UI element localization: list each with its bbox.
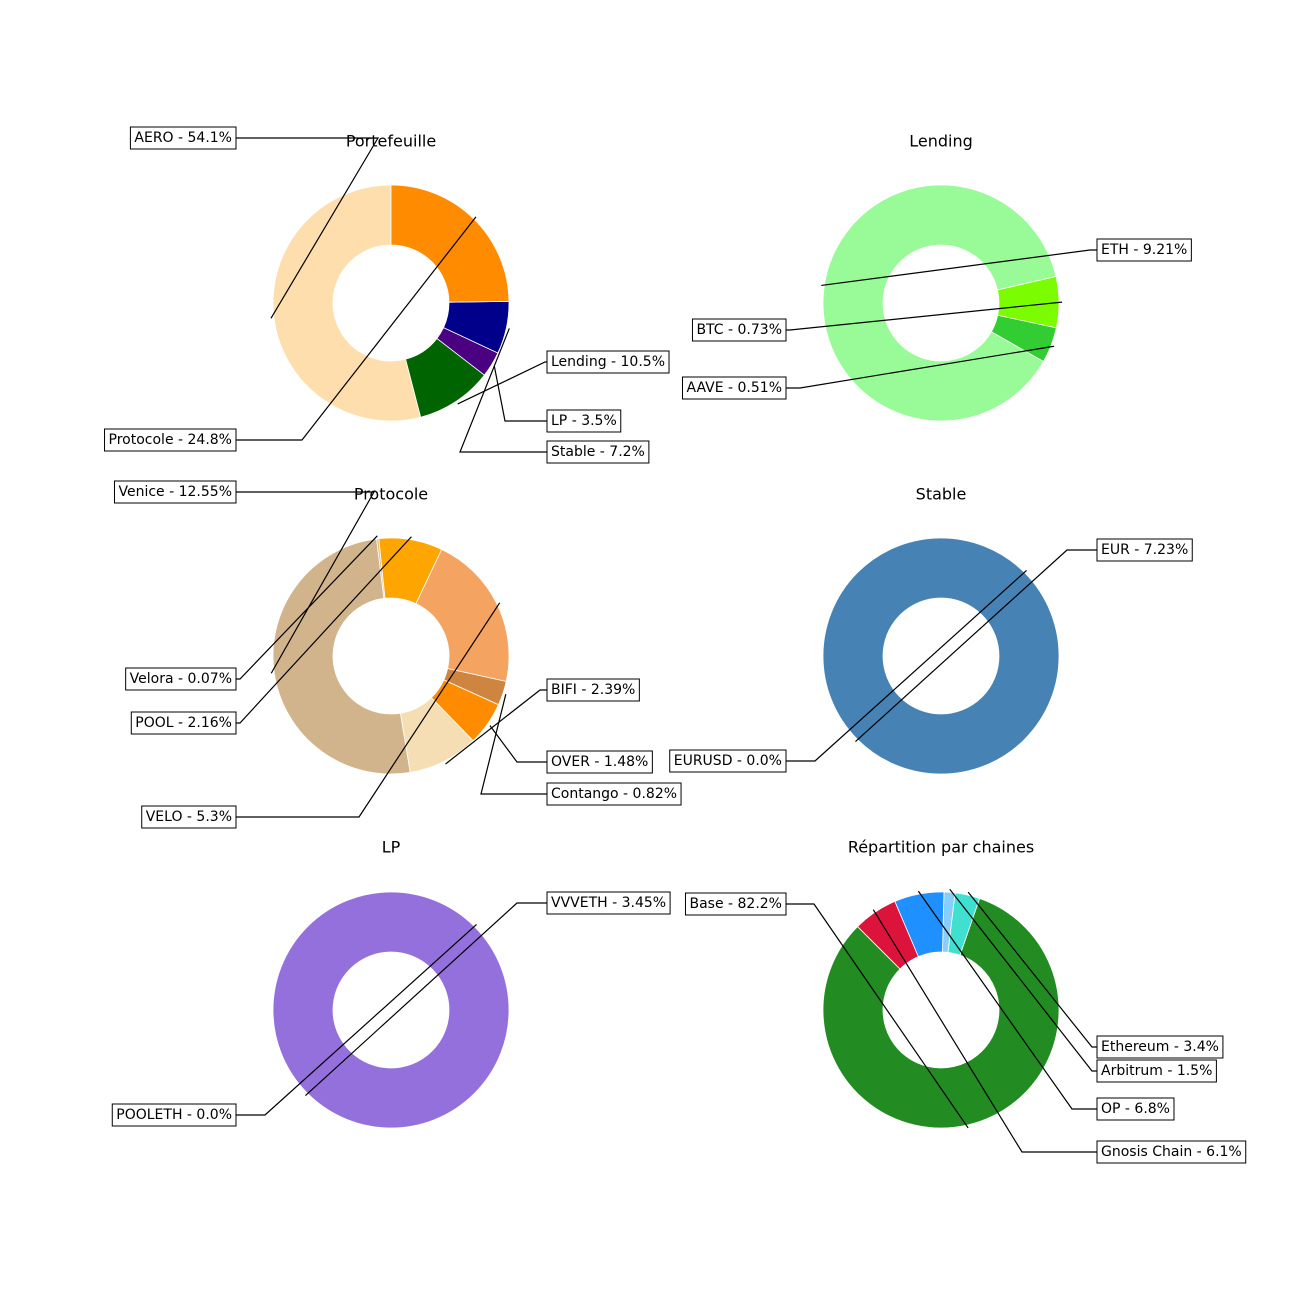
label-box	[111, 1103, 237, 1127]
slice-label-bifi-2-39: BIFI - 2.39%	[551, 682, 635, 698]
slice-label-velo-5-3: VELO - 5.3%	[146, 809, 232, 825]
leader-line-bifi-2-39	[445, 689, 547, 765]
label-box	[546, 782, 682, 806]
slice-label-vvveth-3-45: VVVETH - 3.45%	[551, 895, 666, 911]
leader-line-gnosis-chain-6-1	[872, 909, 1097, 1153]
donut-chart-lending: Lending ETH - 9.21% AAVE - 0.51% BTC - 0.73…	[682, 132, 1192, 422]
slice-label-over-1-48: OVER - 1.48%	[551, 754, 648, 770]
slice-protocole-24-8	[390, 184, 510, 303]
label-box	[691, 318, 787, 342]
slice-venice-12-55	[272, 538, 411, 775]
slice-label-contango-0-82: Contango - 0.82%	[551, 786, 677, 802]
label-box	[1096, 1059, 1217, 1083]
slice-eur-7-23	[822, 537, 1060, 775]
label-box	[669, 749, 787, 773]
label-box	[1096, 238, 1192, 262]
leader-line-lending-10-5	[457, 361, 547, 405]
slice-label-lp-3-5: LP - 3.5%	[551, 413, 617, 429]
label-box	[1096, 1097, 1175, 1121]
chart-title: Stable	[916, 485, 967, 504]
slice-vvveth-3-45	[272, 891, 510, 1129]
slice-label-btc-0-73: BTC - 0.73%	[696, 322, 782, 338]
slice-label-op-6-8: OP - 6.8%	[1101, 1101, 1170, 1117]
chart-title: Protocole	[354, 485, 428, 504]
chart-title: LP	[382, 838, 401, 857]
leader-line-eur-7-23	[855, 549, 1097, 743]
leader-line-contango-0-82	[480, 694, 547, 795]
label-box	[546, 678, 640, 702]
slice-label-pool-2-16: POOL - 2.16%	[135, 715, 232, 731]
slice-label-stable-7-2: Stable - 7.2%	[551, 444, 645, 460]
slice-label-venice-12-55: Venice - 12.55%	[118, 484, 232, 500]
leader-line-btc-0-73	[786, 301, 1063, 331]
leader-line-vvveth-3-45	[305, 902, 547, 1097]
leader-line-stable-7-2	[459, 328, 547, 453]
leader-line-pool-2-16	[236, 536, 412, 724]
slice-label-gnosis-chain-6-1: Gnosis Chain - 6.1%	[1101, 1144, 1242, 1160]
donut-chart-stable: Stable EUR - 7.23% EURUSD - 0.0%	[669, 485, 1193, 775]
slice-label-pooleth-0-0: POOLETH - 0.0%	[116, 1107, 232, 1123]
label-box	[684, 892, 787, 916]
slice-base-82-2	[822, 897, 1060, 1129]
slice-label-ethereum-3-4: Ethereum - 3.4%	[1101, 1039, 1219, 1055]
slice-label-aero-54-1: AERO - 54.1%	[134, 130, 232, 146]
slice-eth-9-21	[822, 184, 1057, 422]
leader-line-eth-9-21	[821, 249, 1097, 287]
slice-label-lending-10-5: Lending - 10.5%	[551, 354, 665, 370]
leader-line-base-82-2	[786, 903, 969, 1129]
donut-chart-portefeuille: Portefeuille AERO - 54.1% Lending - 10.5% L…	[104, 126, 670, 464]
slice-label-aave-0-51: AAVE - 0.51%	[687, 380, 783, 396]
slice-gnosis-chain-6-1	[856, 900, 919, 970]
leader-line-lp-3-5	[493, 365, 547, 422]
label-box	[130, 711, 237, 735]
label-box	[546, 891, 671, 915]
slice-btc-0-73	[997, 275, 1060, 329]
leader-line-arbitrum-1-5	[949, 888, 1097, 1072]
label-box	[546, 409, 622, 433]
slice-velo-5-3	[415, 548, 510, 682]
leader-line-op-6-8	[917, 890, 1097, 1110]
leader-line-venice-12-55	[236, 491, 376, 674]
label-box	[125, 667, 237, 691]
label-box	[141, 805, 237, 829]
slice-aero-54-1	[272, 184, 422, 422]
leader-line-protocole-24-8	[236, 216, 477, 441]
label-box	[104, 428, 237, 452]
leader-line-velora-0-07	[236, 535, 378, 680]
label-box	[546, 750, 653, 774]
chart-title: Lending	[909, 132, 973, 151]
slice-label-base-82-2: Base - 82.2%	[689, 896, 782, 912]
chart-title: Répartition par chaines	[848, 838, 1034, 857]
donut-chart-r-partition-par-chaines: Répartition par chaines Base - 82.2% Ether…	[684, 838, 1247, 1164]
donut-chart-protocole: Protocole Venice - 12.55% BIFI - 2.39% OVER…	[113, 480, 682, 829]
leader-line-pooleth-0-0	[236, 923, 477, 1116]
label-box	[129, 126, 237, 150]
leader-line-velo-5-3	[236, 602, 501, 818]
leader-line-eurusd-0-0	[786, 569, 1027, 762]
donut-chart-lp: LP VVVETH - 3.45% POOLETH - 0.0%	[111, 838, 671, 1129]
label-box	[1096, 1140, 1247, 1164]
slice-label-velora-0-07: Velora - 0.07%	[130, 671, 232, 687]
label-box	[1096, 1035, 1224, 1059]
label-box	[682, 376, 787, 400]
label-box	[113, 480, 237, 504]
slice-label-eurusd-0-0: EURUSD - 0.0%	[674, 753, 782, 769]
label-box	[546, 350, 670, 374]
slice-label-protocole-24-8: Protocole - 24.8%	[109, 432, 232, 448]
chart-title: Portefeuille	[346, 132, 436, 151]
leader-line-over-1-48	[489, 725, 547, 763]
label-box	[546, 440, 650, 464]
slice-label-eur-7-23: EUR - 7.23%	[1101, 542, 1188, 558]
slice-label-arbitrum-1-5: Arbitrum - 1.5%	[1101, 1063, 1212, 1079]
leader-line-aero-54-1	[236, 137, 380, 319]
slice-velora-0-07	[376, 538, 386, 599]
leader-line-aave-0-51	[786, 345, 1055, 389]
slice-label-eth-9-21: ETH - 9.21%	[1101, 242, 1187, 258]
leader-line-ethereum-3-4	[967, 891, 1097, 1048]
label-box	[1096, 538, 1193, 562]
